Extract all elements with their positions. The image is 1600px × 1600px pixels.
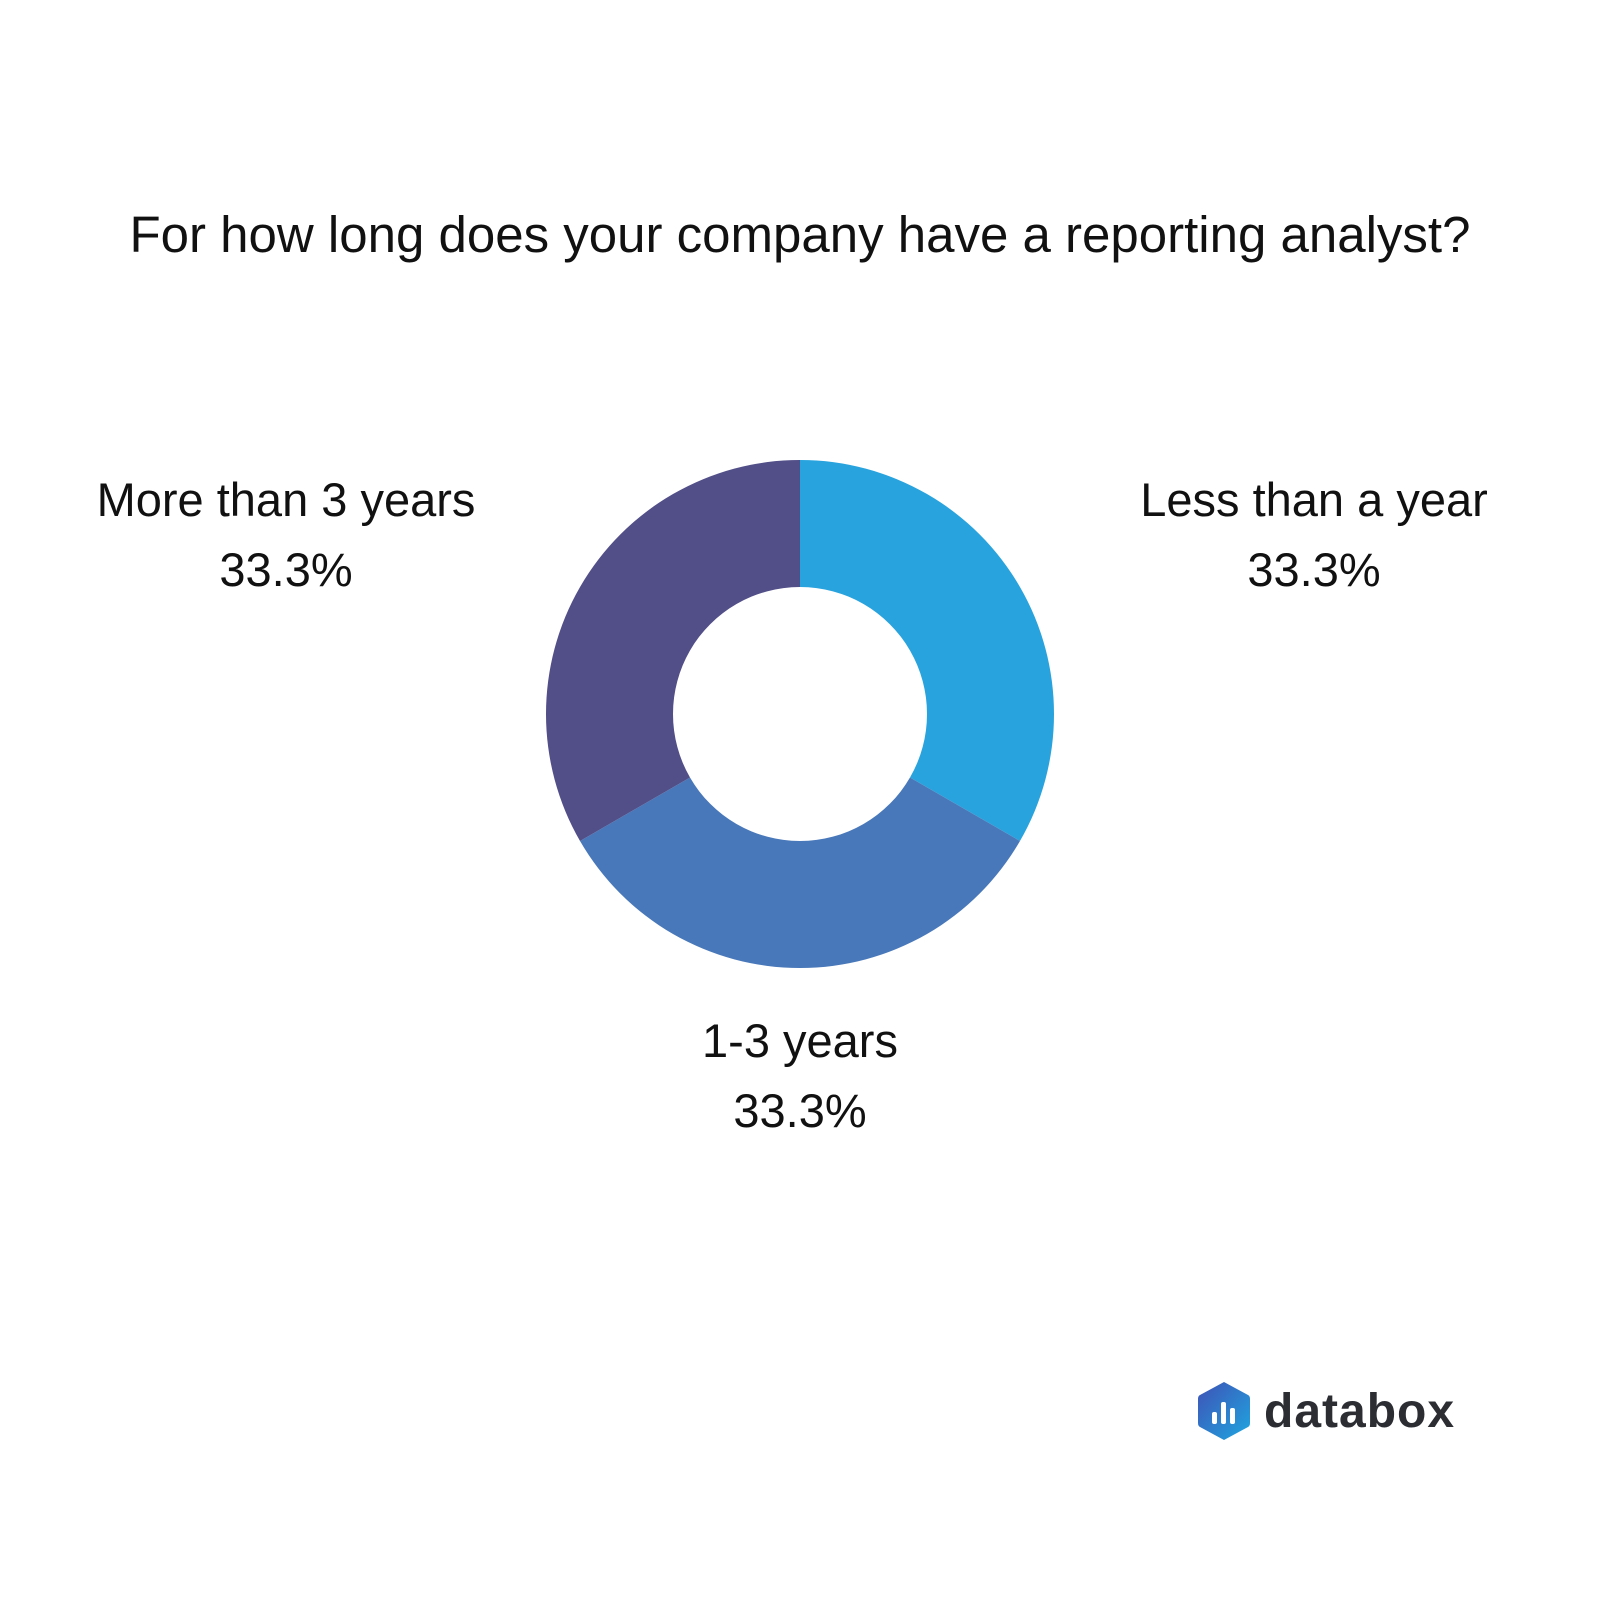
databox-logo-icon [1198, 1382, 1250, 1440]
databox-logo-text: databox [1264, 1384, 1456, 1438]
slice-name: Less than a year [1140, 473, 1488, 526]
donut-slice-1-3-years [580, 777, 1020, 968]
slice-name: More than 3 years [96, 473, 476, 526]
slice-label-more-than-3-years: More than 3 years 33.3% [0, 465, 586, 605]
databox-logo: databox [1196, 1380, 1455, 1442]
slice-value: 33.3% [1247, 543, 1381, 596]
slice-label-less-than-a-year: Less than a year 33.3% [1014, 465, 1600, 605]
chart-title: For how long does your company have a re… [129, 206, 1471, 263]
slice-value: 33.3% [219, 543, 353, 596]
slice-name: 1-3 years [702, 1014, 898, 1067]
slice-label-1-3-years: 1-3 years 33.3% [500, 1006, 1100, 1146]
slice-value: 33.3% [733, 1084, 867, 1137]
donut-slice-more-than-3-years [546, 460, 800, 841]
donut-slice-less-than-a-year [800, 460, 1054, 841]
